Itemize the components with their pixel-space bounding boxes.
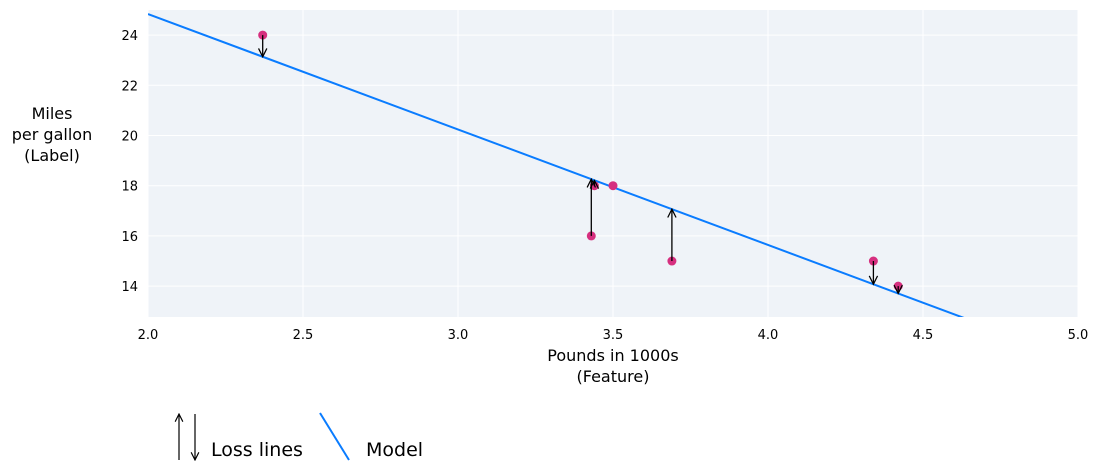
y-tick-label: 22 <box>121 79 138 94</box>
y-axis-label-3: (Label) <box>24 146 80 165</box>
x-axis-label-1: Pounds in 1000s <box>547 346 678 365</box>
y-axis-label-1: Miles <box>32 104 73 123</box>
x-tick-label: 2.5 <box>293 328 314 343</box>
y-axis-label-2: per gallon <box>12 125 92 144</box>
legend: Loss lines Model <box>179 412 423 461</box>
y-tick-label: 14 <box>121 280 138 295</box>
marks <box>148 13 965 317</box>
x-tick-label: 4.0 <box>758 328 779 343</box>
x-tick-label: 3.0 <box>448 328 469 343</box>
y-tick-label: 20 <box>121 130 138 145</box>
x-tick-label: 5.0 <box>1068 328 1089 343</box>
data-point <box>608 181 618 191</box>
legend-model-line-icon <box>319 412 350 461</box>
y-tick-label: 18 <box>121 180 138 195</box>
x-axis-label-2: (Feature) <box>577 367 650 386</box>
x-tick-label: 3.5 <box>603 328 624 343</box>
y-tick-label: 16 <box>121 230 138 245</box>
legend-loss-lines: Loss lines <box>211 439 303 461</box>
ticks: 2.0 2.5 3.0 3.5 4.0 4.5 5.0 14 16 18 20 22 24 <box>121 29 1088 343</box>
legend-model: Model <box>366 439 423 461</box>
x-tick-label: 2.0 <box>138 328 159 343</box>
y-tick-label: 24 <box>121 29 138 44</box>
x-tick-label: 4.5 <box>913 328 934 343</box>
